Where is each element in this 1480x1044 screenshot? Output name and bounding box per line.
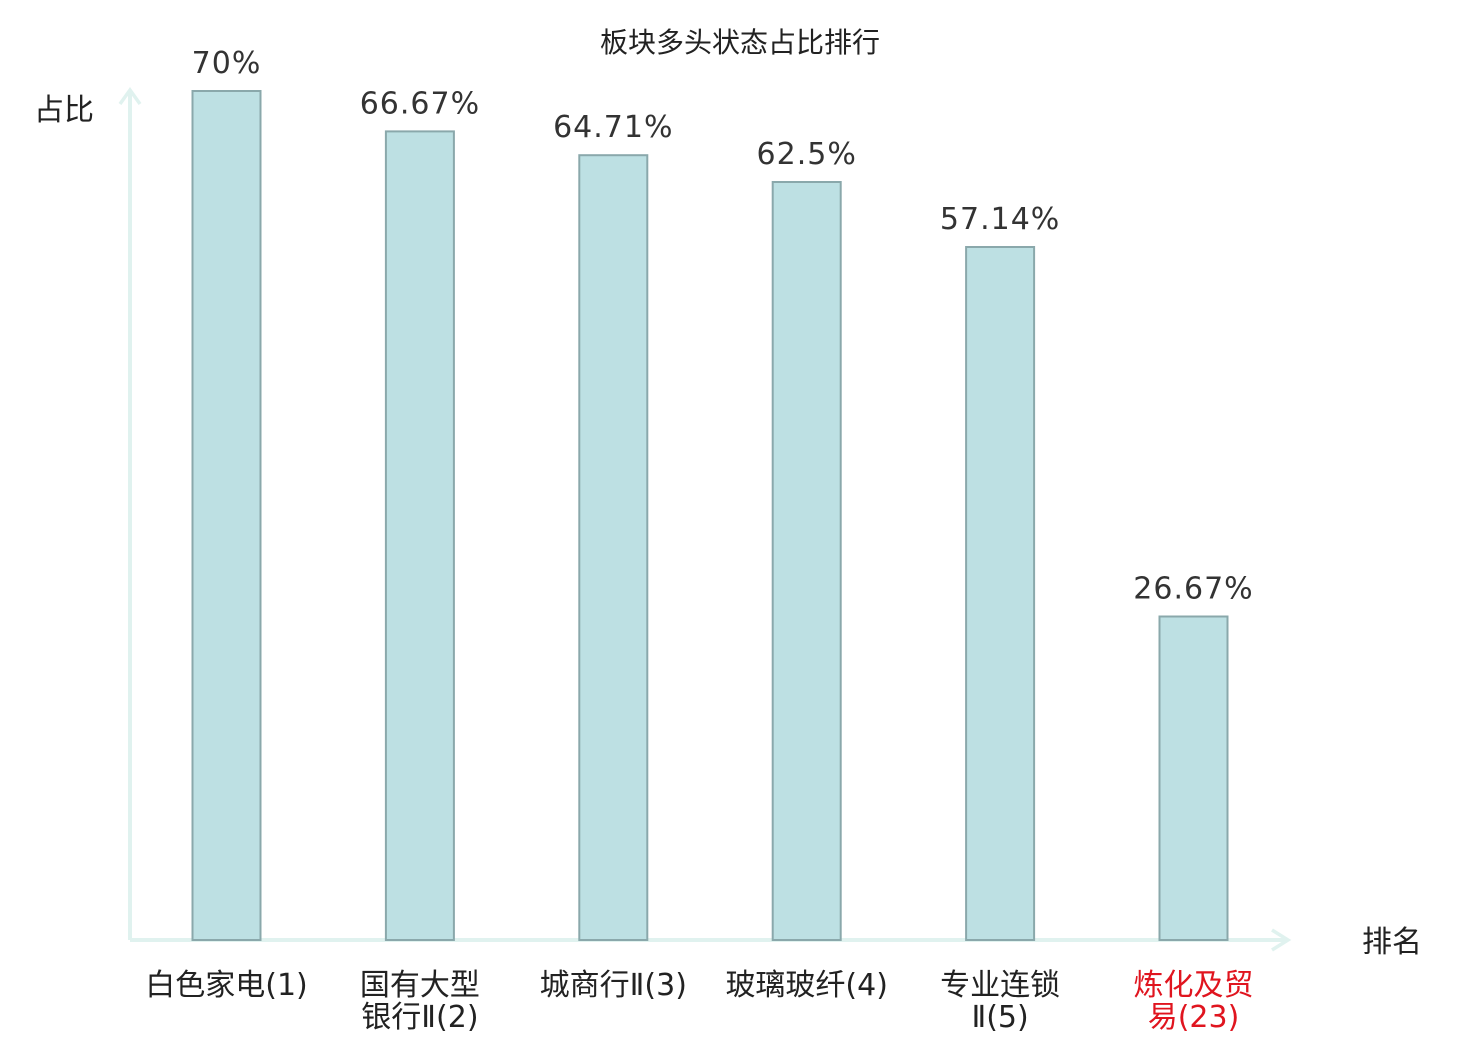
bar-5 [965,246,1036,941]
bar-3 [578,154,649,941]
category-label-3: 城商行Ⅱ(3) [540,968,687,1003]
bar-6 [1158,615,1229,941]
y-axis-label: 占比 [34,93,94,128]
x-axis-arrow [1271,928,1292,952]
value-label-2: 66.67% [360,86,480,121]
value-label-4: 62.5% [757,137,857,172]
bar-1 [191,90,262,941]
category-label-2-line-2: 银行Ⅱ(2) [361,1000,478,1035]
category-label-5-line-1: 专业连锁 [940,968,1060,1003]
category-label-6-line-1: 炼化及贸 [1134,968,1254,1003]
category-label-5-line-2: Ⅱ(5) [971,1000,1028,1035]
bar-2 [384,130,455,941]
bar-4 [771,181,842,941]
bars-group [191,90,1229,941]
y-axis-arrow [118,86,142,106]
x-axis-label: 排名 [1362,925,1422,960]
category-label-1: 白色家电(1) [145,968,308,1003]
category-label-4: 玻璃玻纤(4) [725,968,888,1003]
axes [118,86,1292,952]
category-label-6-line-2: 易(23) [1148,1000,1240,1035]
value-labels-group: 70% 66.67% 64.71% 62.5% 57.14% 26.67% [192,46,1253,607]
value-label-6: 26.67% [1133,572,1253,607]
value-label-1: 70% [192,46,262,81]
chart-title: 板块多头状态占比排行 [600,26,880,59]
category-label-2-line-1: 国有大型 [360,968,480,1003]
value-label-5: 57.14% [940,202,1060,237]
value-label-3: 64.71% [553,110,673,145]
